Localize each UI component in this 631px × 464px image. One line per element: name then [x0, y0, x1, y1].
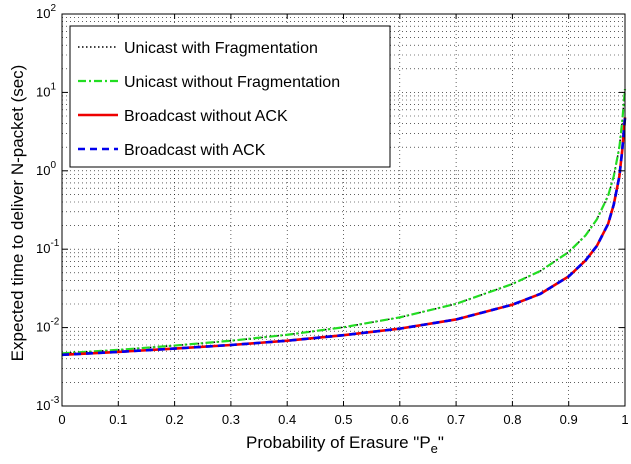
x-tick-label: 0.9	[560, 412, 578, 427]
legend-label: Broadcast with ACK	[124, 142, 266, 159]
y-tick-label: 100	[36, 160, 56, 178]
legend-label: Unicast with Fragmentation	[124, 40, 318, 57]
y-tick-label: 10-2	[36, 317, 60, 335]
y-tick-label: 102	[36, 3, 56, 21]
grid	[62, 14, 625, 406]
x-ticks: 0 0.1 0.2 0.3 0.4 0.5 0.6 0.7 0.8 0.9 1	[58, 14, 629, 427]
y-tick-label: 101	[36, 81, 56, 99]
x-tick-label: 0.6	[391, 412, 409, 427]
x-tick-label: 0.3	[222, 412, 240, 427]
legend-label: Unicast without Fragmentation	[124, 74, 340, 91]
series-line-4	[61, 117, 627, 357]
x-tick-label: 0.1	[109, 412, 127, 427]
x-tick-label: 0.2	[166, 412, 184, 427]
series-line-1	[61, 89, 626, 355]
x-tick-label: 0.5	[334, 412, 352, 427]
y-tick-label: 10-3	[36, 395, 60, 413]
y-tick-label: 10-1	[36, 238, 60, 256]
y-ticks: 10-3 10-2 10-1 100 101 102	[36, 3, 625, 413]
x-tick-label: 0.7	[447, 412, 465, 427]
legend-box	[69, 25, 391, 168]
y-axis-label: Expected time to deliver N-packet (sec)	[8, 65, 27, 362]
x-tick-label: 0.4	[278, 412, 296, 427]
x-tick-label: 1	[621, 412, 628, 427]
x-tick-label: 0	[58, 412, 65, 427]
legend-label: Broadcast without ACK	[124, 108, 288, 125]
series-lines	[61, 89, 627, 357]
x-axis-label: Probability of Erasure "Pe"	[246, 433, 444, 456]
legend: Unicast with Fragmentation Unicast withou…	[69, 25, 391, 168]
x-tick-label: 0.8	[503, 412, 521, 427]
